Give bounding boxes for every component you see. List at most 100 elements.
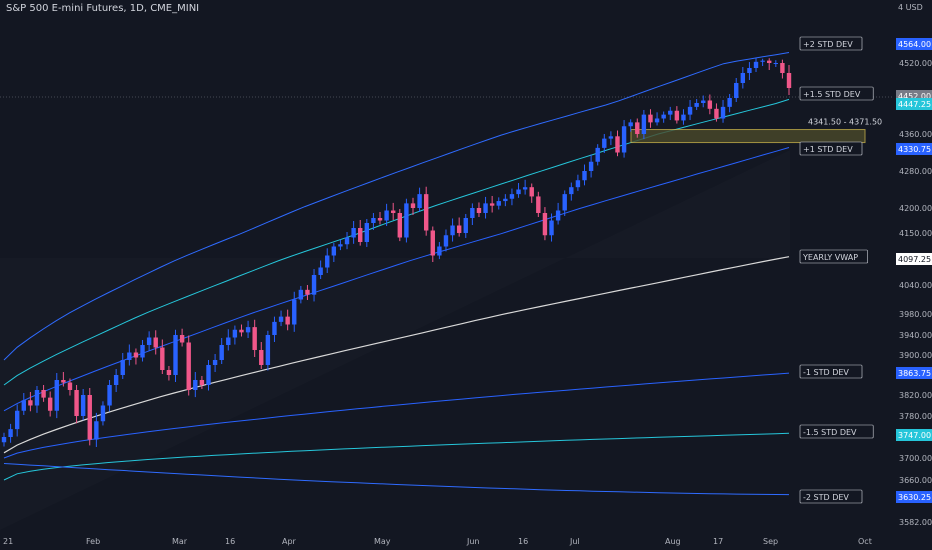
candle-body [47, 397, 53, 411]
y-tick-label: 3582.00 [899, 518, 932, 527]
candle-body [714, 108, 719, 119]
candle-body [767, 60, 772, 63]
plus-1-5-std-label: +1.5 STD DEV [803, 90, 861, 99]
candle-body [654, 118, 660, 123]
candle-body [87, 395, 92, 440]
minus-1-5-std-tag: 3747.00 [898, 431, 931, 440]
y-tick-label: 4280.00 [899, 167, 932, 176]
candle-body [206, 365, 211, 385]
candle-body [34, 390, 40, 406]
candle-body [608, 136, 614, 139]
y-tick-label: 3820.00 [899, 391, 932, 400]
candle-body [21, 400, 26, 411]
candle-body [377, 218, 383, 221]
candle-body [575, 180, 581, 188]
candle-body [259, 350, 264, 365]
candle-body [549, 220, 554, 236]
candle-body [522, 187, 528, 190]
candle-body [179, 335, 185, 343]
candle-body [470, 208, 475, 218]
y-tick-label: 3940.00 [899, 331, 932, 340]
last-price-tag: 4452.00 [898, 92, 931, 101]
candle-body [773, 63, 779, 64]
x-tick-label: Jul [569, 537, 580, 546]
candle-body [410, 203, 416, 208]
candle-body [516, 189, 521, 195]
x-tick-label: Oct [858, 537, 872, 546]
candle-body [701, 100, 706, 103]
candle-body [423, 194, 429, 231]
minus-2-std-label-box [799, 489, 863, 504]
yearly-vwap-label: YEARLY VWAP [802, 253, 858, 262]
minus-1-std-line [3, 372, 790, 459]
minus-2-std-line [3, 463, 790, 496]
candle-body [127, 352, 132, 360]
candle-body [351, 228, 356, 238]
candle-body [404, 203, 409, 238]
minus-2-std-label: -2 STD DEV [803, 493, 849, 502]
x-tick-label: 16 [225, 537, 235, 546]
candle-body [338, 244, 343, 247]
candle-body [331, 246, 337, 256]
zone-label: 4341.50 - 4371.50 [808, 118, 882, 127]
candle-body [687, 106, 693, 115]
candle-body [707, 100, 713, 109]
candle-body [582, 171, 587, 181]
candle-body [542, 213, 548, 236]
candle-body [325, 255, 330, 268]
candle-body [740, 73, 746, 83]
candle-body [569, 187, 574, 195]
candle-body [173, 335, 178, 375]
x-tick-label: Jun [466, 537, 480, 546]
plus-1-std-label-box [799, 141, 863, 156]
candle-body [199, 380, 205, 385]
candle-body [311, 275, 317, 295]
x-tick-label: May [374, 537, 391, 546]
x-tick-label: Aug [665, 537, 681, 546]
candle-body [245, 327, 251, 333]
y-tick-label: 4150.00 [899, 229, 932, 238]
candle-body [595, 147, 600, 162]
candle-body [661, 114, 666, 119]
plus-2-std-tag: 4564.00 [898, 40, 931, 49]
candle-body [140, 345, 145, 358]
minus-1-5-std-line [3, 432, 790, 481]
candle-body [239, 329, 244, 333]
candle-body [232, 329, 238, 338]
candle-body [628, 122, 633, 127]
candle-body [80, 395, 86, 416]
candle-body [621, 126, 627, 153]
candle-body [298, 289, 304, 300]
candle-body [133, 352, 139, 358]
candle-body [456, 225, 462, 233]
plus-2-std-line [3, 52, 790, 361]
y-tick-label: 4360.00 [899, 130, 932, 139]
minus-2-std-tag: 3630.25 [898, 493, 931, 502]
candle-body [364, 223, 370, 242]
plus-1-std-tag: 4330.75 [898, 145, 931, 154]
candle-body [113, 375, 119, 385]
candle-body [753, 61, 759, 68]
candle-body [450, 225, 455, 236]
candle-body [344, 237, 350, 245]
candle-body [734, 83, 739, 98]
yearly-vwap-line [3, 256, 790, 454]
candle-body [212, 360, 218, 365]
x-tick-label: Feb [86, 537, 100, 546]
plus-1-5-std-label-box [799, 86, 874, 101]
candle-body [41, 390, 46, 398]
candle-body [74, 390, 79, 416]
candle-body [615, 136, 620, 153]
x-tick-label: 16 [518, 537, 528, 546]
candle-body [780, 63, 785, 73]
y-tick-label: 3660.00 [899, 476, 932, 485]
candle-body [483, 203, 488, 213]
minus-1-std-tag: 3863.75 [898, 369, 931, 378]
plus-1-std-tag-bg [896, 143, 932, 155]
plus-2-std-tag-bg [896, 38, 932, 50]
plus-1-5-std-tag: 4447.25 [898, 100, 931, 109]
candle-body [153, 337, 158, 348]
candle-body [602, 138, 607, 148]
candle-body [292, 299, 297, 325]
